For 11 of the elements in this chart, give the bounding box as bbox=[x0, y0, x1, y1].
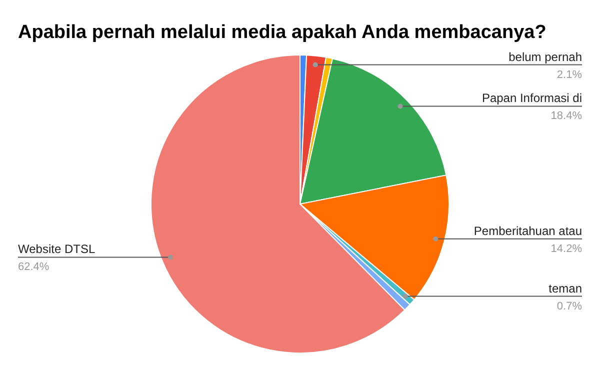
data-label: 14.2% bbox=[550, 242, 582, 255]
slice-label: Website DTSL bbox=[18, 242, 96, 256]
slice-label: Papan Informasi di bbox=[482, 91, 582, 106]
data-label: 62.4% bbox=[18, 261, 50, 274]
data-label: 0.7% bbox=[556, 300, 582, 312]
slice-label: Pemberitahuan atau bbox=[474, 224, 582, 238]
data-label: 18.4% bbox=[550, 110, 582, 122]
chart-title: Apabila pernah melalui media apakah Anda membacanya? bbox=[18, 22, 546, 43]
data-label: 2.1% bbox=[556, 68, 582, 81]
slice-label: belum pernah bbox=[508, 50, 582, 64]
slice-label: teman bbox=[548, 281, 582, 296]
